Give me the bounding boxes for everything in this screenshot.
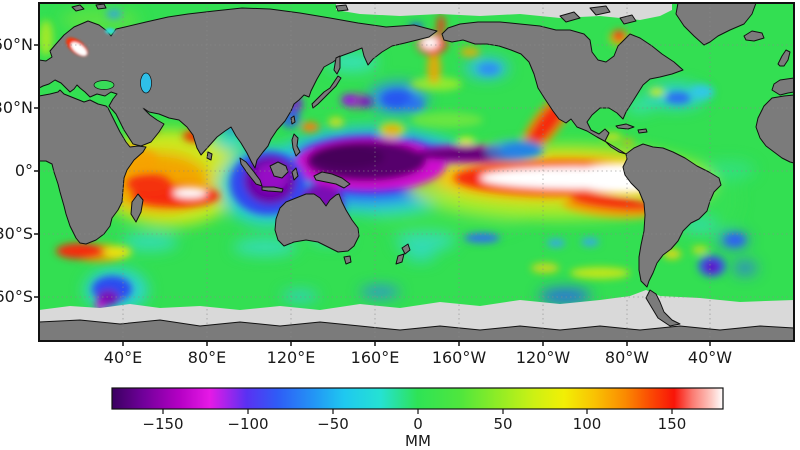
world-map <box>39 3 794 341</box>
colorbar-units-label: MM <box>405 432 431 450</box>
land-cuba <box>615 123 635 130</box>
land-south-america <box>622 143 722 288</box>
land-taiwan <box>290 115 296 125</box>
axis-ticks <box>34 44 711 346</box>
land-new-zealand-north <box>401 243 411 255</box>
caspian-sea <box>140 72 152 94</box>
land-hispaniola <box>637 128 648 134</box>
colorbar-gradient-bar <box>111 387 724 410</box>
map-frame <box>38 2 795 342</box>
land-iceland <box>743 30 765 42</box>
lon-tick-label: 120°W <box>516 348 571 367</box>
black-sea <box>93 80 115 90</box>
lon-tick-label: 40°W <box>688 348 732 367</box>
lon-tick-label: 40°E <box>104 348 142 367</box>
arctic-ice <box>336 3 672 20</box>
land-africa <box>39 89 147 245</box>
lon-tick-label: 80°W <box>605 348 649 367</box>
land-japan <box>311 75 342 109</box>
land-antarctic-peninsula <box>645 289 681 327</box>
land-philippines <box>291 133 301 157</box>
land-arctic-islands <box>335 4 637 25</box>
colorbar-tick-label: −100 <box>227 415 268 433</box>
land-sumatra <box>239 157 263 187</box>
colorbar-ticks <box>162 409 673 414</box>
land-borneo <box>269 161 289 179</box>
land-west-africa <box>755 94 794 164</box>
colorbar-tick-label: 150 <box>658 415 687 433</box>
lat-tick-label: 30°N <box>0 98 33 117</box>
land-eurasia <box>39 7 438 169</box>
lat-axis: 60°N 30°N 0° 30°S 60°S <box>0 35 33 306</box>
land-new-zealand-south <box>395 253 405 265</box>
colorbar-tick-label: −150 <box>142 415 183 433</box>
land-antarctica <box>39 319 794 341</box>
lon-tick-label: 160°W <box>432 348 487 367</box>
land-madagascar <box>130 193 144 223</box>
land-north-america <box>441 21 684 155</box>
land-layer <box>39 3 794 341</box>
colorbar-tick-label: 50 <box>493 415 512 433</box>
land-tasmania <box>343 255 352 265</box>
inland-seas <box>66 28 152 94</box>
lat-tick-label: 30°S <box>0 224 33 243</box>
lat-tick-label: 60°S <box>0 287 33 306</box>
land-sri-lanka <box>206 151 213 161</box>
lat-tick-label: 60°N <box>0 35 33 54</box>
land-new-guinea <box>313 171 351 189</box>
land-sakhalin <box>333 55 341 75</box>
colorbar-tick-label: 100 <box>573 415 602 433</box>
colorbar-tick-labels: −150 −100 −50 0 50 100 150 <box>142 415 686 433</box>
land-java <box>261 186 284 193</box>
land-britain <box>777 49 791 67</box>
colorbar-tick-label: 0 <box>413 415 423 433</box>
colorbar: −150 −100 −50 0 50 100 150 MM <box>111 387 724 450</box>
land-australia <box>274 193 360 253</box>
lat-tick-label: 0° <box>15 161 33 180</box>
lon-tick-label: 80°E <box>188 348 226 367</box>
colorbar-tick-label: −50 <box>317 415 349 433</box>
lon-tick-label: 160°E <box>351 348 400 367</box>
lon-tick-label: 120°E <box>267 348 316 367</box>
lon-axis: 40°E 80°E 120°E 160°E 160°W 120°W 80°W 4… <box>104 348 733 367</box>
land-svalbard <box>71 3 107 12</box>
land-greenland <box>675 3 757 46</box>
